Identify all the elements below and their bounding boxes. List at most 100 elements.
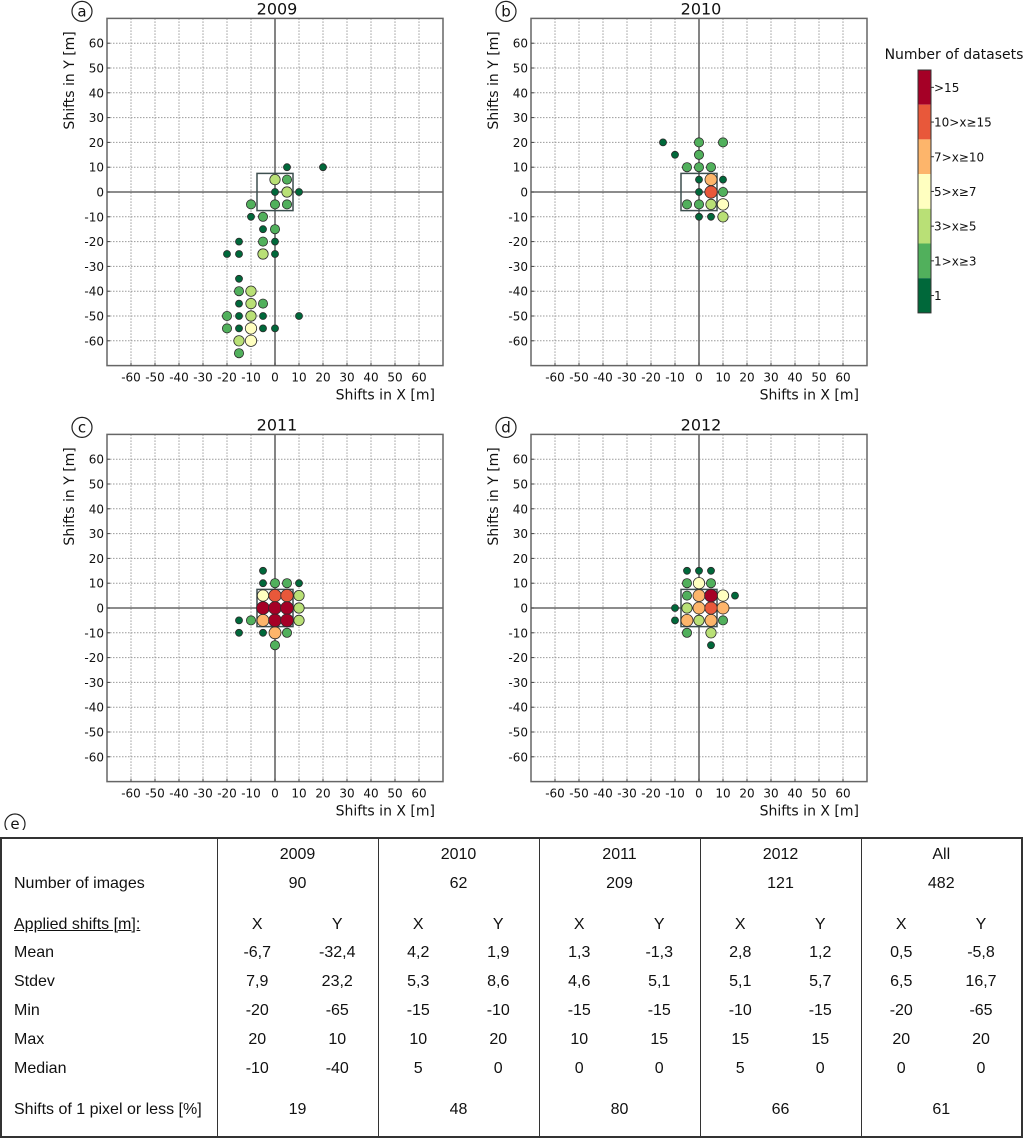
legend-label: 5>x≥7	[934, 185, 976, 199]
legend-swatch	[918, 139, 931, 175]
data-point	[223, 250, 231, 258]
data-point	[259, 566, 267, 575]
data-point	[731, 591, 739, 600]
data-point	[319, 163, 327, 172]
panel-letter: e	[10, 815, 19, 830]
y-tick-label: 30	[89, 527, 104, 541]
data-point	[293, 602, 305, 614]
data-point	[295, 188, 303, 196]
data-point	[717, 211, 729, 223]
stat-value-x: 5,3	[377, 967, 458, 996]
y-tick-label: 10	[89, 161, 104, 175]
y-tick-label: 50	[89, 478, 104, 492]
y-tick-label: 20	[513, 552, 528, 566]
y-tick-label: 0	[520, 186, 528, 200]
legend-label: 7>x≥10	[934, 150, 984, 164]
stat-value-x: 2,8	[699, 938, 780, 967]
axis-header-row: Applied shifts [m]: X Y X Y X Y X Y X Y	[1, 898, 1022, 938]
number-of-images-value: 209	[538, 870, 700, 898]
stat-value-y: 1,9	[487, 943, 510, 961]
y-axis-label: Shifts in Y [m]	[62, 447, 78, 545]
column-header-year: 2009	[216, 838, 378, 870]
y-tick-label: -20	[84, 651, 104, 665]
y-tick-label: 30	[89, 111, 104, 125]
data-point	[681, 602, 693, 614]
stat-value-y: -65	[325, 1001, 349, 1019]
legend-swatch	[918, 243, 931, 279]
stat-value-y: -15	[808, 1001, 832, 1019]
y-tick-label: -20	[508, 235, 528, 249]
data-point	[293, 614, 305, 627]
data-point	[235, 274, 243, 283]
x-tick-label: 10	[715, 371, 730, 385]
legend-title: Number of datasets	[885, 47, 1024, 63]
x-tick-label: -40	[593, 787, 613, 801]
y-tick-label: -60	[508, 750, 528, 764]
x-tick-label: 20	[739, 371, 754, 385]
data-point	[704, 601, 718, 615]
data-point	[235, 237, 243, 246]
stat-value-x: 10	[538, 1025, 619, 1054]
data-point	[271, 250, 279, 258]
colorbar-legend: Number of datasets >15 10>x≥15 7>x≥10 5>x≥7 3…	[885, 47, 1024, 314]
y-axis-label: Shifts in Y [m]	[486, 447, 502, 545]
y-tick-label: 10	[513, 577, 528, 591]
stat-value-x: 5,1	[699, 967, 780, 996]
stat-value-x: -20	[216, 996, 297, 1025]
x-tick-label: 30	[763, 787, 778, 801]
number-of-images-label: Number of images	[14, 875, 145, 892]
applied-shifts-text: Applied shifts [m]:	[14, 916, 141, 933]
x-axis-label: Shifts in X [m]	[760, 804, 859, 820]
data-point	[268, 601, 282, 615]
stat-row-min: Min -20 -65 -15 -10 -15 -15 -10 -15 -20 -65	[1, 996, 1022, 1025]
one-pixel-value: 80	[538, 1083, 700, 1137]
stat-value-y: -15	[647, 1001, 671, 1019]
axis-header-x: X	[377, 898, 458, 938]
data-point	[694, 149, 705, 160]
data-point	[268, 613, 282, 628]
axis-header-x: X	[860, 898, 941, 938]
stat-value-x: 7,9	[216, 967, 297, 996]
x-axis-label: Shifts in X [m]	[336, 388, 435, 404]
y-tick-label: -50	[84, 726, 104, 740]
x-tick-label: 10	[291, 787, 306, 801]
x-tick-label: -40	[593, 371, 613, 385]
x-tick-label: 50	[811, 787, 826, 801]
panel-letter-circle	[4, 813, 26, 830]
y-tick-label: 50	[513, 62, 528, 76]
stat-row-mean: Mean -6,7 -32,4 4,2 1,9 1,3 -1,3 2,8 1,2 0,5 -5,8	[1, 938, 1022, 967]
stat-value-y: 15	[811, 1030, 830, 1048]
stat-value-y: 0	[815, 1059, 825, 1077]
x-tick-label: 40	[787, 787, 802, 801]
panel-letter-circle	[71, 416, 93, 438]
x-tick-label: -60	[545, 371, 565, 385]
data-point	[245, 199, 256, 210]
y-tick-label: -10	[84, 626, 104, 640]
x-tick-label: 30	[339, 787, 354, 801]
data-point	[268, 588, 282, 603]
data-point	[718, 186, 729, 197]
x-tick-label: 60	[411, 787, 426, 801]
y-tick-label: -30	[84, 676, 104, 690]
data-point	[671, 616, 679, 625]
axis-header-y: Y	[331, 916, 343, 933]
y-tick-label: -60	[508, 334, 528, 348]
data-point	[706, 162, 717, 173]
data-point	[682, 162, 693, 173]
panel-e-label: e	[4, 813, 26, 830]
y-tick-label: -40	[84, 701, 104, 715]
stat-value-y: 0	[976, 1059, 986, 1077]
column-header-year: All	[860, 838, 1022, 870]
data-point	[671, 604, 679, 612]
data-point	[295, 579, 303, 588]
stat-value-x: -10	[216, 1054, 297, 1083]
x-tick-label: -50	[145, 787, 165, 801]
axis-header-x: X	[699, 898, 780, 938]
y-tick-label: 60	[89, 37, 104, 51]
y-tick-label: 20	[89, 136, 104, 150]
data-point	[245, 310, 257, 322]
y-tick-label: -40	[508, 701, 528, 715]
y-tick-label: 60	[513, 453, 528, 467]
stat-value-x: -15	[538, 996, 619, 1025]
stat-value-x: 10	[377, 1025, 458, 1054]
